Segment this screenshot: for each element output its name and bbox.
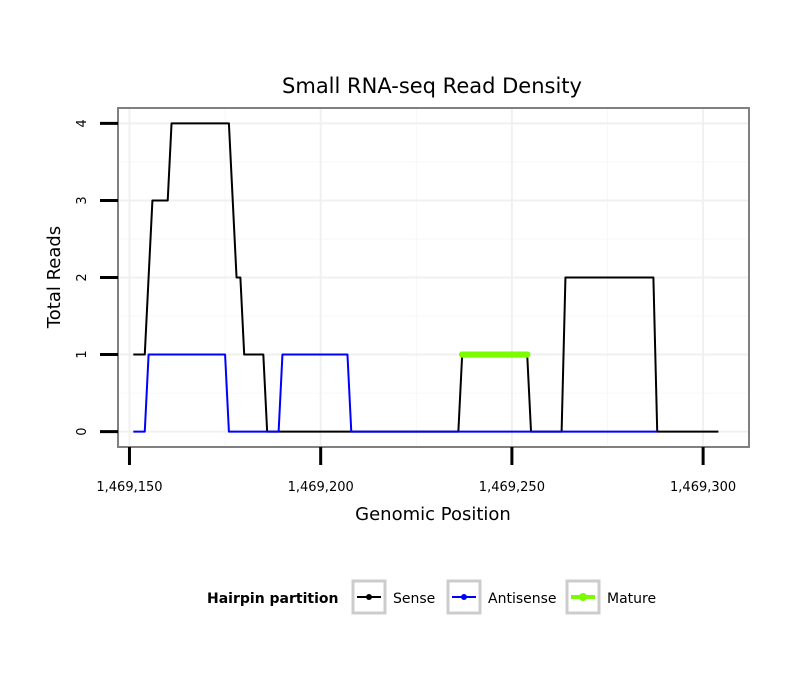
plot-panel (117, 107, 750, 448)
chart-title: Small RNA-seq Read Density (282, 74, 582, 98)
x-tick-label: 1,469,250 (479, 480, 545, 495)
legend-key-point-mature (579, 593, 587, 601)
legend-key-point-sense (366, 594, 372, 600)
legend-entry-sense: Sense (351, 579, 435, 615)
y-tick-label: 4 (75, 119, 90, 127)
mature-point (523, 351, 531, 358)
legend-entry-mature: Mature (565, 579, 656, 615)
y-axis-title: Total Reads (44, 226, 65, 329)
legend-label-mature: Mature (607, 591, 656, 607)
y-axis: 0 1 2 3 4 (75, 119, 118, 436)
y-tick-label: 0 (75, 427, 90, 435)
x-axis-title: Genomic Position (355, 504, 511, 525)
x-tick-label: 1,469,300 (670, 480, 736, 495)
y-tick-label: 1 (75, 350, 90, 358)
x-tick-label: 1,469,150 (96, 480, 162, 495)
legend-label-antisense: Antisense (488, 591, 557, 607)
legend-entry-antisense: Antisense (446, 579, 557, 615)
y-tick-label: 3 (75, 196, 90, 204)
series-line-antisense (133, 353, 658, 433)
legend: Hairpin partition Sense Antisense Mature (207, 579, 656, 615)
y-tick-label: 2 (75, 273, 90, 281)
x-axis: 1,469,150 1,469,200 1,469,250 1,469,300 (96, 447, 736, 495)
series-lines (133, 122, 719, 433)
x-tick-label: 1,469,200 (288, 480, 354, 495)
legend-key-point-antisense (461, 594, 467, 600)
legend-title: Hairpin partition (207, 591, 338, 607)
legend-label-sense: Sense (393, 591, 435, 607)
